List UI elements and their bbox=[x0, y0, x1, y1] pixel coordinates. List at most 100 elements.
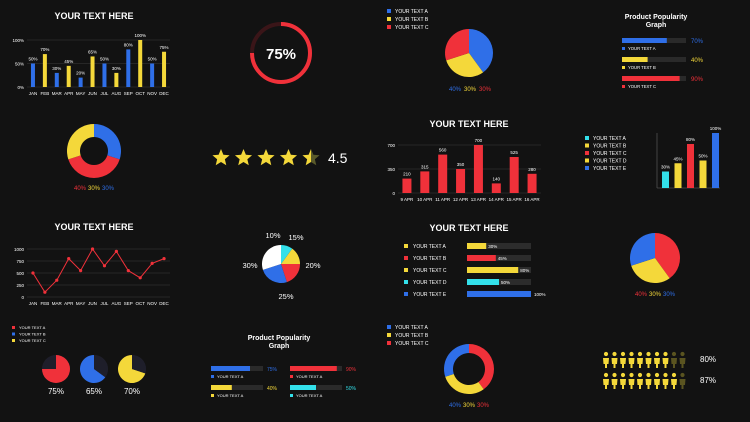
ring-label: 75% bbox=[266, 46, 296, 63]
bar bbox=[473, 145, 483, 193]
data-label: 50% bbox=[698, 154, 707, 159]
three-pies-slice bbox=[132, 355, 147, 374]
legend-label: YOUR TEXT B bbox=[19, 332, 46, 337]
x-tick-label: OCT bbox=[135, 91, 145, 96]
bar-track bbox=[211, 385, 263, 390]
pie-value-label: 30% bbox=[649, 292, 662, 298]
person-icon bbox=[671, 379, 677, 389]
data-label: 30% bbox=[52, 66, 61, 71]
y-tick-label: 1000 bbox=[14, 247, 25, 252]
legend-swatch bbox=[585, 166, 589, 170]
data-point bbox=[102, 264, 107, 268]
data-point bbox=[31, 271, 35, 275]
pie-value-label: 30% bbox=[102, 186, 115, 192]
x-tick-label: OCT bbox=[135, 301, 145, 306]
data-label: 45% bbox=[673, 156, 682, 161]
person-icon bbox=[679, 358, 686, 368]
top-pie-slice bbox=[446, 53, 484, 77]
data-point bbox=[150, 261, 154, 265]
top-pie-slice bbox=[469, 29, 494, 73]
legend-label: YOUR TEXT A bbox=[296, 374, 323, 379]
bar bbox=[467, 255, 496, 261]
legend-label: YOUR TEXT B bbox=[593, 144, 627, 150]
person-icon bbox=[620, 372, 626, 378]
y-tick-label: 350 bbox=[387, 167, 395, 172]
data-label: 100% bbox=[710, 126, 722, 131]
person-icon bbox=[646, 351, 651, 357]
legend-label: YOUR TEXT C bbox=[628, 84, 656, 89]
data-label: 700 bbox=[475, 138, 483, 143]
legend-swatch bbox=[622, 85, 625, 88]
y-tick-label: 700 bbox=[387, 143, 395, 148]
bar bbox=[162, 51, 167, 87]
legend-swatch bbox=[290, 394, 293, 397]
series-line bbox=[32, 248, 165, 294]
legend-swatch bbox=[211, 394, 214, 397]
x-tick-label: 15 APR bbox=[507, 197, 523, 202]
star-icon bbox=[257, 149, 275, 166]
data-point bbox=[43, 290, 47, 294]
x-tick-label: SEP bbox=[124, 91, 133, 96]
data-label: 80% bbox=[124, 42, 133, 47]
legend-label: YOUR TEXT E bbox=[413, 292, 447, 298]
pie-value-label: 40% bbox=[449, 403, 462, 409]
person-icon bbox=[629, 351, 634, 357]
bar bbox=[467, 243, 487, 249]
person-icon bbox=[654, 379, 660, 389]
person-icon bbox=[663, 351, 668, 357]
person-icon bbox=[671, 372, 677, 378]
bar bbox=[66, 65, 71, 87]
data-label: 30% bbox=[661, 165, 670, 170]
legend-label: YOUR TEXT E bbox=[593, 166, 627, 172]
data-label: 50% bbox=[28, 57, 37, 62]
x-tick-label: JUL bbox=[100, 91, 108, 96]
three-pies-slice bbox=[80, 355, 106, 383]
person-icon bbox=[646, 372, 651, 378]
x-tick-label: 12 APR bbox=[453, 197, 469, 202]
bar bbox=[467, 267, 519, 273]
legend-label: YOUR TEXT A bbox=[217, 393, 244, 398]
pie-value-label: 30% bbox=[663, 292, 676, 298]
chart-title-line2: Graph bbox=[646, 22, 667, 29]
pie-4-slice bbox=[262, 245, 281, 270]
data-label: 560 bbox=[439, 148, 447, 153]
person-icon bbox=[628, 379, 635, 389]
legend-swatch bbox=[585, 136, 589, 140]
bar bbox=[509, 157, 519, 193]
star-icon bbox=[234, 149, 253, 166]
person-icon bbox=[637, 379, 643, 389]
row-value-label: 80% bbox=[700, 355, 716, 364]
pie-value-label: 30% bbox=[463, 403, 476, 409]
pie-value-label: 40% bbox=[449, 87, 462, 93]
bar bbox=[402, 178, 412, 193]
legend-label: YOUR TEXT C bbox=[413, 268, 447, 274]
pie-value-label: 30% bbox=[88, 186, 101, 192]
legend-swatch bbox=[622, 66, 625, 69]
three-pies-slice bbox=[117, 355, 146, 383]
pie-value-label: 25% bbox=[278, 292, 293, 301]
legend-swatch bbox=[404, 244, 408, 248]
bar-value-label: 30% bbox=[488, 244, 497, 249]
legend-label: YOUR TEXT C bbox=[593, 151, 627, 157]
x-tick-label: MAR bbox=[52, 301, 63, 306]
legend-swatch bbox=[585, 151, 589, 155]
x-tick-label: NOV bbox=[147, 91, 157, 96]
person-icon bbox=[654, 351, 660, 357]
bar-value-label: 40% bbox=[691, 58, 704, 64]
person-icon bbox=[603, 358, 609, 368]
x-tick-label: FEB bbox=[40, 91, 49, 96]
legend-swatch bbox=[387, 333, 391, 337]
data-label: 350 bbox=[457, 162, 465, 167]
bar bbox=[438, 154, 448, 193]
legend-swatch bbox=[387, 17, 391, 21]
bar bbox=[30, 63, 35, 87]
bar bbox=[290, 385, 316, 390]
bar-value-label: 90% bbox=[346, 367, 357, 373]
y-tick-label: 500 bbox=[16, 271, 24, 276]
bar bbox=[527, 173, 537, 193]
pie-value-label: 70% bbox=[124, 387, 140, 396]
chart-title: Product Popularity bbox=[625, 14, 688, 21]
pie-right-slice bbox=[631, 258, 670, 284]
legend-swatch bbox=[585, 143, 589, 148]
